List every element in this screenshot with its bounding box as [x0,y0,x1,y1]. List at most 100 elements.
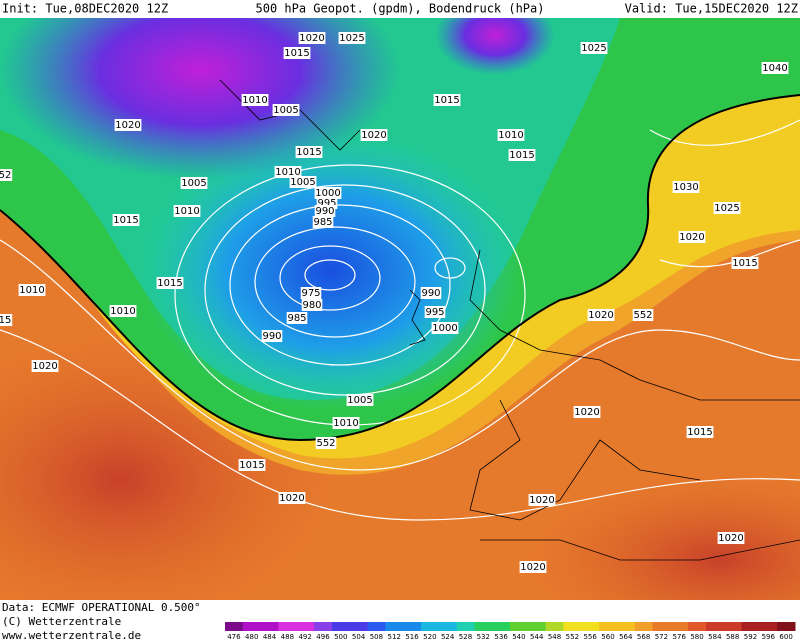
isobar-label: 1010 [173,205,201,217]
isobar-label: 1020 [678,231,706,243]
isobar-label: 15 [0,314,13,326]
colorbar-label: 588 [726,633,739,641]
isobar-label: 1030 [672,181,700,193]
isobar-label-text: 1020 [279,493,304,504]
isobar-label-box [431,322,459,334]
isobar-label-box [315,437,337,449]
colorbar-swatch [741,622,760,631]
isobar-label-text: 1025 [581,43,606,54]
isobar-label-text: 1015 [239,460,264,471]
isobar-label: 552 [632,309,654,321]
isobar-label: 1015 [295,146,323,158]
isobar-label-text: 985 [313,217,332,228]
colorbar-label: 552 [566,633,579,641]
colorbar-label: 508 [370,633,383,641]
isobar-label-box [360,129,388,141]
isobar-label-text: 1005 [181,178,206,189]
isobar-label-box [346,394,374,406]
isobar-label-text: 995 [317,198,336,209]
isobar-label: 995 [424,306,446,318]
map-title: 500 hPa Geopot. (gpdm), Bodendruck (hPa) [256,2,545,16]
isobar-label-text: 990 [315,206,334,217]
isobar-label-box [314,205,336,217]
isobar-label: 1010 [332,417,360,429]
colorbar-swatch [670,622,689,631]
colorbar-label: 584 [708,633,722,641]
colorbar-label: 480 [245,633,258,641]
isobar-label-box [112,214,140,226]
colorbar-label: 484 [263,633,277,641]
isobar-label: 1015 [731,257,759,269]
isobar-label-box [241,94,269,106]
colorbar-label: 488 [281,633,294,641]
colorbar-swatch [225,622,244,631]
colorbar-label: 504 [352,633,366,641]
isobar-label-box [114,119,142,131]
isobar-label: 1020 [298,32,326,44]
init-time: Init: Tue,08DEC2020 12Z [2,2,168,16]
isobar-label-box [713,202,741,214]
colorbar-label: 520 [423,633,436,641]
colorbar-swatch [260,622,279,631]
colorbar-label: 496 [316,633,330,641]
colorbar-label: 580 [690,633,703,641]
colorbar-swatch [777,622,796,631]
colorbar-swatch [438,622,458,631]
isobar-label-box [519,561,547,573]
isobar-label-text: 1005 [273,105,298,116]
isobar-label-text: 1010 [275,167,300,178]
isobar-label-text: 1010 [242,95,267,106]
isobar-label-box [433,94,461,106]
isobar-label-box [300,287,322,299]
colorbar-label: 528 [459,633,472,641]
colorbar-swatch [278,622,297,631]
isobar-label: 1015 [156,277,184,289]
isobar-label-text: 1010 [498,130,523,141]
isobar-label-box [289,176,317,188]
isobar-label-text: 995 [425,307,444,318]
isobar-label-box [272,104,300,116]
isobar-label: 975 [300,287,322,299]
isobar-label-box [295,146,323,158]
isobar-label-box [420,287,442,299]
isobar-label-box [338,32,366,44]
colorbar-swatch [688,622,707,631]
isobar-label-box [283,47,311,59]
data-source: Data: ECMWF OPERATIONAL 0.500° [2,601,201,614]
colorbar-label: 564 [619,633,633,641]
isobar-label-text: 980 [302,300,321,311]
isobar-label-text: 1000 [315,188,340,199]
isobar-label-text: 1015 [296,147,321,158]
isobar-label-box [274,166,302,178]
isobar-label-box [278,492,306,504]
colorbar-swatch [563,622,582,631]
isobar-label-box [314,187,342,199]
isobar-label-box [686,426,714,438]
isobar-label-text: 975 [301,288,320,299]
isobar-label: 1005 [272,104,300,116]
colorbar-swatch [705,622,725,631]
isobar-label-box [573,406,601,418]
isobar-label: 1015 [112,214,140,226]
isobar-label-text: 1015 [434,95,459,106]
isobar-label: 1000 [314,187,342,199]
isobar-label-box [0,169,13,181]
isobar-label: 980 [301,299,323,311]
isobars [0,119,800,521]
isobar-label-box [672,181,700,193]
header-bar [0,0,800,18]
isobar-label: 985 [312,216,334,228]
isobar-label: 1015 [508,149,536,161]
isobar-label-text: 1010 [19,285,44,296]
colorbar-swatch [492,622,511,631]
isobar-label: 1020 [114,119,142,131]
isobar-label-text: 1020 [529,495,554,506]
isobar-label: 1020 [31,360,59,372]
isobar-label-text: 1020 [574,407,599,418]
isobar-label: 1015 [283,47,311,59]
colorbar-swatch [420,622,440,631]
